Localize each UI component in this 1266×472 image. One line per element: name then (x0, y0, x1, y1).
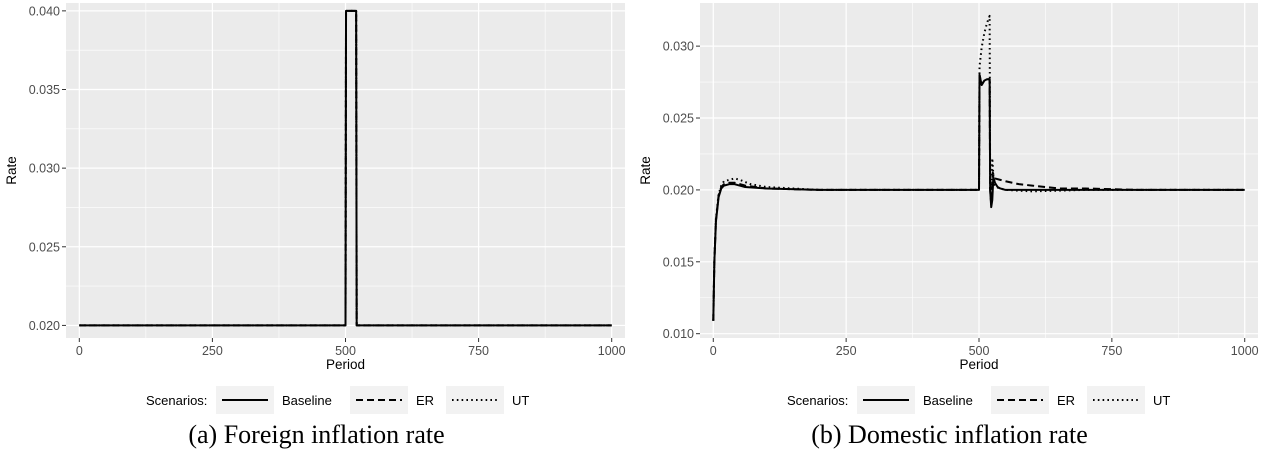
x-tick-label: 0 (76, 344, 83, 358)
legend-label: Baseline (282, 393, 332, 408)
legend-label: UT (512, 393, 529, 408)
figure-caption: (b) Domestic inflation rate (811, 420, 1088, 449)
legend-label: Baseline (923, 393, 973, 408)
x-tick-label: 500 (969, 344, 990, 358)
y-tick-label: 0.025 (29, 240, 60, 254)
y-tick-label: 0.025 (663, 112, 694, 126)
x-tick-label: 1000 (1231, 344, 1259, 358)
y-tick-label: 0.030 (663, 40, 694, 54)
figure-caption: (a) Foreign inflation rate (188, 420, 445, 449)
x-tick-label: 0 (710, 344, 717, 358)
y-tick-label: 0.015 (663, 255, 694, 269)
chart-domestic-inflation: 0 250 500 750 1000 0.010 0.015 0.020 0.025 0.030 P… (638, 3, 1259, 414)
legend: Scenarios: Baseline ER UT (146, 386, 529, 414)
x-tick-label: 500 (335, 344, 356, 358)
legend-key-box (1087, 386, 1145, 414)
series-line-er (712, 73, 1245, 321)
y-axis-title: Rate (4, 156, 19, 185)
x-tick-label: 750 (468, 344, 489, 358)
legend-title: Scenarios: (787, 393, 848, 408)
legend-label: ER (416, 393, 434, 408)
x-tick-label: 750 (1101, 344, 1122, 358)
legend-key-box (446, 386, 504, 414)
x-tick-label: 1000 (598, 344, 626, 358)
series-line-ut (79, 9, 612, 327)
y-tick-label: 0.030 (29, 162, 60, 176)
x-tick-label: 250 (836, 344, 857, 358)
legend-label: UT (1153, 393, 1170, 408)
y-tick-label: 0.020 (663, 183, 694, 197)
legend-title: Scenarios: (146, 393, 207, 408)
legend: Scenarios: Baseline ER UT (787, 386, 1170, 414)
x-axis-title: Period (959, 357, 998, 372)
x-tick-label: 250 (202, 344, 223, 358)
y-tick-label: 0.040 (29, 4, 60, 18)
y-tick-label: 0.010 (663, 327, 694, 341)
panel-domestic-inflation: 0 250 500 750 1000 0.010 0.015 0.020 0.025 0.030 P… (633, 0, 1266, 472)
panel-foreign-inflation: 0 250 500 750 1000 0.020 0.025 0.030 0.035 0.040 P… (4, 3, 626, 449)
y-tick-label: 0.020 (29, 319, 60, 333)
y-tick-label: 0.035 (29, 83, 60, 97)
chart-foreign-inflation: 0 250 500 750 1000 0.020 0.025 0.030 0.035 0.040 P… (4, 3, 626, 414)
y-axis-title: Rate (638, 156, 653, 185)
x-axis-title: Period (326, 357, 365, 372)
legend-label: ER (1057, 393, 1075, 408)
